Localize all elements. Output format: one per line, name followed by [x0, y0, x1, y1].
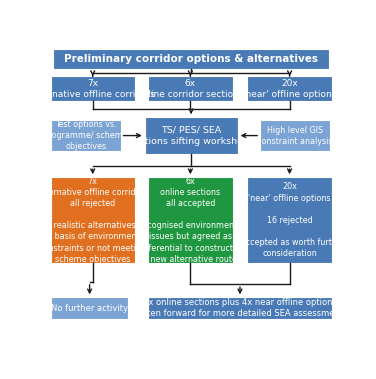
Bar [148, 76, 233, 101]
Text: TS/ PES/ SEA
options sifting workshop: TS/ PES/ SEA options sifting workshop [133, 125, 249, 146]
Text: 6x
online sections
all accepted

Recognised environmental
issues but agreed as
p: 6x online sections all accepted Recognis… [135, 177, 246, 264]
Bar [260, 120, 330, 151]
Text: Preliminary corridor options & alternatives: Preliminary corridor options & alternati… [64, 53, 318, 64]
Bar [148, 177, 233, 263]
Bar [247, 177, 332, 263]
Bar [53, 49, 329, 69]
Text: 6x
online corridor sections: 6x online corridor sections [137, 78, 244, 99]
Text: Test options vs.
programme/ scheme
objectives: Test options vs. programme/ scheme objec… [43, 120, 128, 151]
Text: 7x
alternative offline corridors: 7x alternative offline corridors [31, 78, 155, 99]
Text: High level GIS
constraint analysis: High level GIS constraint analysis [257, 125, 333, 146]
Bar [51, 120, 121, 151]
Bar [51, 76, 135, 101]
Text: 20x
'near' offline options

16 rejected

4 accepted as worth further
considerati: 20x 'near' offline options 16 rejected 4… [233, 182, 346, 258]
Text: 20x
'near' offline options: 20x 'near' offline options [243, 78, 336, 99]
Bar [145, 117, 238, 154]
Bar [247, 76, 332, 101]
Bar [148, 297, 332, 319]
Text: No further activity: No further activity [51, 304, 128, 313]
Text: 6x online sections plus 4x near offline options
Taken forward for more detailed : 6x online sections plus 4x near offline … [137, 298, 343, 318]
Bar [51, 177, 135, 263]
Bar [51, 297, 128, 319]
Text: 7x
alternative offline corridors
all rejected

Not realistic alternatives on
the: 7x alternative offline corridors all rej… [37, 177, 148, 264]
